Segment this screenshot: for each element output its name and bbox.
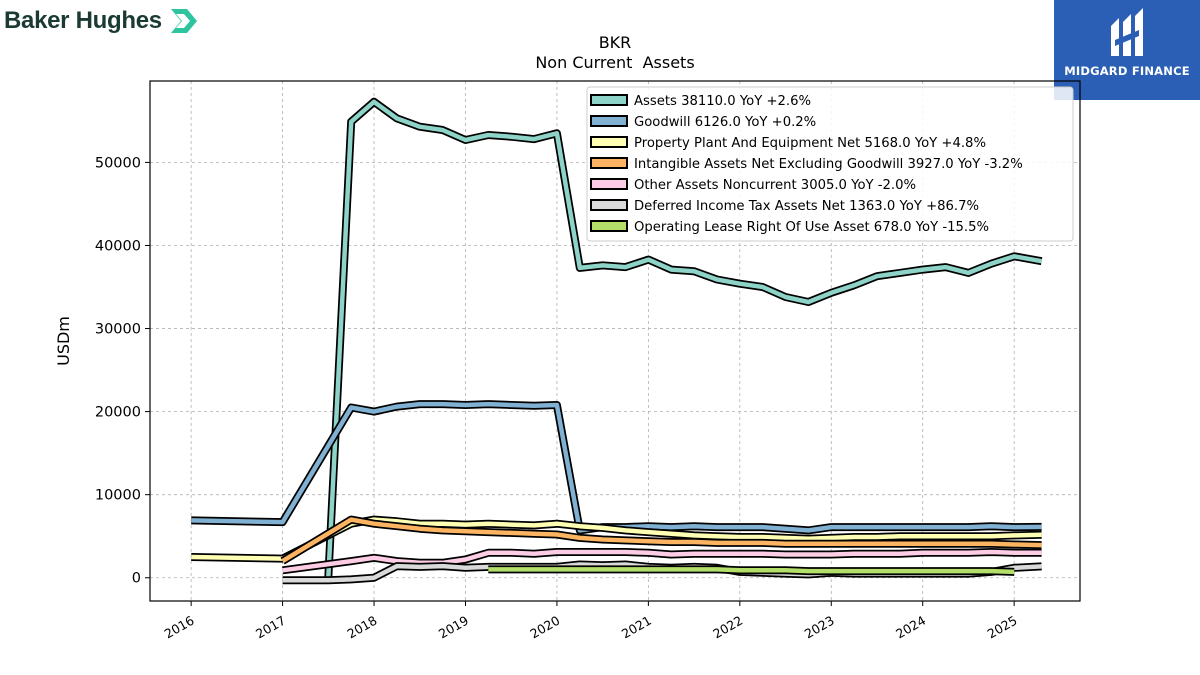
legend-label: Property Plant And Equipment Net 5168.0 …: [634, 136, 986, 151]
legend-label: Operating Lease Right Of Use Asset 678.0…: [634, 220, 989, 235]
x-tick-label: 2016: [162, 613, 197, 642]
legend-swatch: [590, 178, 628, 190]
legend-item: Operating Lease Right Of Use Asset 678.0…: [590, 220, 989, 235]
plot-frame: [149, 80, 1081, 602]
chart-subtitle: Non Current Assets: [535, 53, 694, 72]
series-goodwill: [191, 400, 1042, 535]
x-tick-label: 2025: [985, 613, 1020, 642]
baker-hughes-logo: Baker Hughes: [4, 4, 200, 38]
series-assets: [324, 97, 1043, 578]
x-tick-label: 2019: [436, 613, 471, 642]
midgard-finance-emblem-icon: [1111, 8, 1143, 56]
x-tick-label: 2021: [619, 613, 654, 642]
series-line: [488, 567, 1015, 575]
series-line-outline: [191, 400, 1042, 535]
x-tick-label: 2024: [893, 613, 928, 642]
y-axis-ticks: 0 10000 20000 30000 40000 50000: [95, 155, 150, 587]
legend-label: Intangible Assets Net Excluding Goodwill…: [634, 157, 1023, 172]
legend-item: Goodwill 6126.0 YoY +0.2%: [590, 115, 816, 130]
series-line: [191, 517, 1042, 561]
legend-item: Other Assets Noncurrent 3005.0 YoY -2.0%: [590, 178, 916, 193]
x-tick-label: 2018: [344, 613, 379, 642]
legend-label: Other Assets Noncurrent 3005.0 YoY -2.0%: [634, 178, 916, 193]
y-tick-label: 10000: [95, 488, 141, 504]
y-tick-label: 50000: [95, 155, 141, 171]
series-operating-lease-right-of-use-asset: [488, 565, 1015, 576]
y-tick-label: 30000: [95, 322, 141, 338]
series-other-assets-noncurrent: [282, 548, 1042, 575]
y-axis-label: USDm: [54, 316, 73, 366]
series-line: [281, 517, 1042, 564]
x-tick-label: 2023: [802, 613, 837, 642]
legend-item: Assets 38110.0 YoY +2.6%: [590, 94, 811, 109]
legend-swatch: [590, 220, 628, 232]
legend-swatch: [590, 94, 628, 106]
y-tick-label: 20000: [95, 405, 141, 421]
x-tick-label: 2017: [253, 613, 288, 642]
legend-label: Goodwill 6126.0 YoY +0.2%: [634, 115, 816, 130]
legend-item: Intangible Assets Net Excluding Goodwill…: [590, 157, 1023, 172]
midgard-finance-logo: MIDGARD FINANCE: [1054, 0, 1200, 100]
legend-swatch: [590, 136, 628, 148]
y-tick-label: 0: [132, 571, 141, 587]
midgard-finance-logo-text: MIDGARD FINANCE: [1064, 64, 1190, 78]
series-line: [191, 401, 1042, 533]
legend-box: [586, 86, 1074, 242]
x-tick-label: 2022: [710, 613, 745, 642]
x-tick-label: 2020: [527, 613, 562, 642]
legend-item: Deferred Income Tax Assets Net 1363.0 Yo…: [590, 199, 979, 214]
series-property-plant-and-equipment-net: [191, 515, 1042, 563]
series-layer: [191, 97, 1043, 585]
legend-label: Deferred Income Tax Assets Net 1363.0 Yo…: [634, 199, 979, 214]
y-tick-label: 40000: [95, 238, 141, 254]
series-intangible-assets-net-excluding-goodwill: [280, 515, 1042, 565]
baker-hughes-chevron-icon: [170, 9, 197, 33]
legend-swatch: [590, 115, 628, 127]
legend-swatch: [590, 157, 628, 169]
legend: Assets 38110.0 YoY +2.6% Goodwill 6126.0 …: [586, 86, 1074, 242]
legend-label: Assets 38110.0 YoY +2.6%: [634, 94, 811, 109]
series-line: [326, 99, 1042, 578]
series-line: [282, 549, 1042, 573]
baker-hughes-logo-text: Baker Hughes: [4, 7, 162, 34]
legend-item: Property Plant And Equipment Net 5168.0 …: [590, 136, 986, 151]
chart-title: BKR: [599, 33, 632, 52]
legend-swatch: [590, 199, 628, 211]
x-axis-ticks: 2016 2017 2018 2019 2020 2021 2022 2023 2024 2025: [162, 601, 1020, 642]
